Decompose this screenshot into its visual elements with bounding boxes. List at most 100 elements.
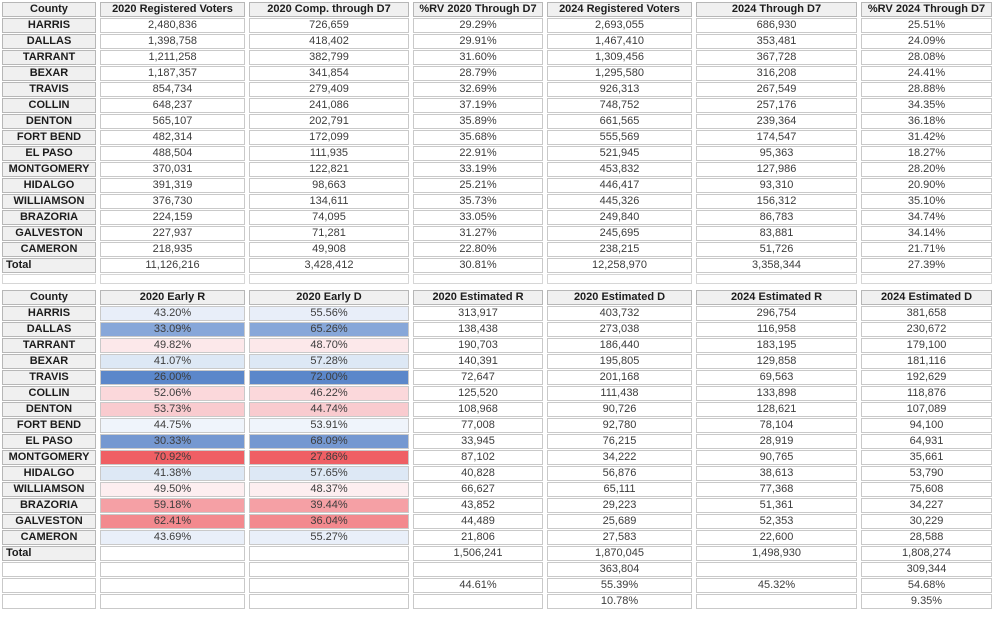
value-cell[interactable]: 33.09%: [100, 322, 245, 337]
value-cell[interactable]: 44,489: [413, 514, 543, 529]
value-cell[interactable]: 125,520: [413, 386, 543, 401]
county-cell[interactable]: CAMERON: [2, 530, 96, 545]
value-cell[interactable]: 28.08%: [861, 50, 992, 65]
value-cell[interactable]: 279,409: [249, 82, 409, 97]
value-cell[interactable]: 111,935: [249, 146, 409, 161]
value-cell[interactable]: 78,104: [696, 418, 857, 433]
value-cell[interactable]: 192,629: [861, 370, 992, 385]
county-cell[interactable]: GALVESTON: [2, 226, 96, 241]
value-cell[interactable]: 122,821: [249, 162, 409, 177]
county-cell[interactable]: DALLAS: [2, 322, 96, 337]
county-cell[interactable]: BRAZORIA: [2, 498, 96, 513]
value-cell[interactable]: 86,783: [696, 210, 857, 225]
value-cell[interactable]: 93,310: [696, 178, 857, 193]
value-cell[interactable]: 72.00%: [249, 370, 409, 385]
summary-value-cell[interactable]: [696, 562, 857, 577]
summary-value-cell[interactable]: 55.39%: [547, 578, 692, 593]
value-cell[interactable]: 57.65%: [249, 466, 409, 481]
value-cell[interactable]: 353,481: [696, 34, 857, 49]
value-cell[interactable]: 313,917: [413, 306, 543, 321]
county-cell[interactable]: EL PASO: [2, 146, 96, 161]
summary-value-cell[interactable]: [413, 562, 543, 577]
value-cell[interactable]: 34.14%: [861, 226, 992, 241]
column-header-cell[interactable]: 2020 Comp. through D7: [249, 2, 409, 17]
value-cell[interactable]: 31.60%: [413, 50, 543, 65]
summary-value-cell[interactable]: [249, 594, 409, 609]
value-cell[interactable]: 245,695: [547, 226, 692, 241]
value-cell[interactable]: 57.28%: [249, 354, 409, 369]
total-label-cell[interactable]: Total: [2, 546, 96, 561]
value-cell[interactable]: 28.79%: [413, 66, 543, 81]
total-value-cell[interactable]: 1,808,274: [861, 546, 992, 561]
county-cell[interactable]: HIDALGO: [2, 178, 96, 193]
value-cell[interactable]: 43,852: [413, 498, 543, 513]
value-cell[interactable]: 133,898: [696, 386, 857, 401]
value-cell[interactable]: 202,791: [249, 114, 409, 129]
value-cell[interactable]: 53.91%: [249, 418, 409, 433]
value-cell[interactable]: 224,159: [100, 210, 245, 225]
county-cell[interactable]: COLLIN: [2, 98, 96, 113]
value-cell[interactable]: 555,569: [547, 130, 692, 145]
value-cell[interactable]: 31.27%: [413, 226, 543, 241]
value-cell[interactable]: 174,547: [696, 130, 857, 145]
value-cell[interactable]: 62.41%: [100, 514, 245, 529]
value-cell[interactable]: 1,467,410: [547, 34, 692, 49]
value-cell[interactable]: 51,726: [696, 242, 857, 257]
summary-value-cell[interactable]: [413, 594, 543, 609]
value-cell[interactable]: 341,854: [249, 66, 409, 81]
value-cell[interactable]: 75,608: [861, 482, 992, 497]
value-cell[interactable]: 28,588: [861, 530, 992, 545]
value-cell[interactable]: 48.70%: [249, 338, 409, 353]
total-label-cell[interactable]: Total: [2, 258, 96, 273]
county-cell[interactable]: FORT BEND: [2, 418, 96, 433]
value-cell[interactable]: 108,968: [413, 402, 543, 417]
value-cell[interactable]: 28.88%: [861, 82, 992, 97]
value-cell[interactable]: 21.71%: [861, 242, 992, 257]
value-cell[interactable]: 98,663: [249, 178, 409, 193]
value-cell[interactable]: 1,211,258: [100, 50, 245, 65]
summary-value-cell[interactable]: [249, 562, 409, 577]
total-value-cell[interactable]: 27.39%: [861, 258, 992, 273]
value-cell[interactable]: 21,806: [413, 530, 543, 545]
value-cell[interactable]: 195,805: [547, 354, 692, 369]
value-cell[interactable]: 190,703: [413, 338, 543, 353]
value-cell[interactable]: 39.44%: [249, 498, 409, 513]
value-cell[interactable]: 35.73%: [413, 194, 543, 209]
value-cell[interactable]: 28,919: [696, 434, 857, 449]
value-cell[interactable]: 48.37%: [249, 482, 409, 497]
summary-value-cell[interactable]: [100, 562, 245, 577]
value-cell[interactable]: 27.86%: [249, 450, 409, 465]
summary-value-cell[interactable]: 45.32%: [696, 578, 857, 593]
summary-value-cell[interactable]: 54.68%: [861, 578, 992, 593]
value-cell[interactable]: 49,908: [249, 242, 409, 257]
value-cell[interactable]: 186,440: [547, 338, 692, 353]
value-cell[interactable]: 138,438: [413, 322, 543, 337]
total-value-cell[interactable]: [249, 546, 409, 561]
value-cell[interactable]: 726,659: [249, 18, 409, 33]
county-cell[interactable]: MONTGOMERY: [2, 450, 96, 465]
total-value-cell[interactable]: 11,126,216: [100, 258, 245, 273]
summary-value-cell[interactable]: 44.61%: [413, 578, 543, 593]
summary-value-cell[interactable]: [2, 578, 96, 593]
value-cell[interactable]: 66,627: [413, 482, 543, 497]
value-cell[interactable]: 370,031: [100, 162, 245, 177]
value-cell[interactable]: 49.82%: [100, 338, 245, 353]
value-cell[interactable]: 391,319: [100, 178, 245, 193]
value-cell[interactable]: 87,102: [413, 450, 543, 465]
value-cell[interactable]: 83,881: [696, 226, 857, 241]
column-header-cell[interactable]: 2020 Estimated D: [547, 290, 692, 305]
column-header-cell[interactable]: %RV 2024 Through D7: [861, 2, 992, 17]
county-cell[interactable]: BEXAR: [2, 354, 96, 369]
value-cell[interactable]: 453,832: [547, 162, 692, 177]
column-header-cell[interactable]: %RV 2020 Through D7: [413, 2, 543, 17]
value-cell[interactable]: 118,876: [861, 386, 992, 401]
value-cell[interactable]: 257,176: [696, 98, 857, 113]
value-cell[interactable]: 25.51%: [861, 18, 992, 33]
value-cell[interactable]: 90,765: [696, 450, 857, 465]
value-cell[interactable]: 25.21%: [413, 178, 543, 193]
summary-value-cell[interactable]: 309,344: [861, 562, 992, 577]
value-cell[interactable]: 34,227: [861, 498, 992, 513]
value-cell[interactable]: 52.06%: [100, 386, 245, 401]
value-cell[interactable]: 35.68%: [413, 130, 543, 145]
value-cell[interactable]: 238,215: [547, 242, 692, 257]
